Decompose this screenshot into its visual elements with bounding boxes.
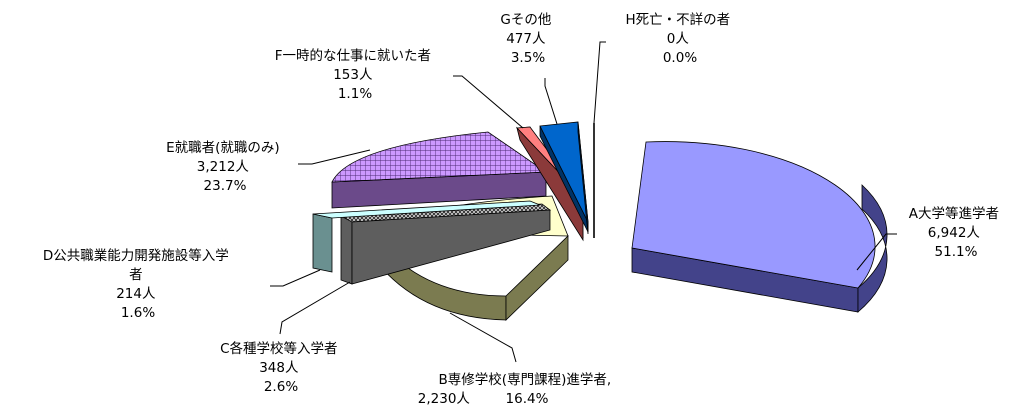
slice-g-front [577,121,589,235]
label-e-percent: 23.7% [204,178,247,194]
label-d-name-line2: 者 [129,267,143,283]
label-f-count: 153人 [333,67,373,83]
leader-f [453,75,524,129]
label-b-percent: 16.4% [506,391,549,407]
label-g-count: 477人 [506,31,546,47]
leader-g [544,78,558,125]
pie-slices [312,121,888,321]
label-c-name: C各種学校等入学者 [220,340,337,357]
label-d-count: 214人 [116,286,156,302]
label-c-count: 348人 [259,360,299,376]
slice-c-front [351,209,551,285]
label-b: B専修学校(専門課程)進学者, 2,230人 16.4% [418,371,616,407]
leader-lines [270,41,897,363]
slice-c-side [340,215,353,285]
slice-g [539,121,589,235]
label-d-percent: 1.6% [121,305,155,321]
leader-h [593,41,606,124]
slice-c [339,203,552,285]
label-g-name: Gその他 [500,12,551,28]
slice-b-side2 [505,235,569,321]
label-h-count: 0人 [667,31,690,47]
slice-d [312,200,541,273]
label-d: D公共職業能力開発施設等入学 者 214人 1.6% [43,247,233,321]
label-g: Gその他 477人 3.5% [500,12,555,66]
label-e-name: E就職者(就職のみ) [166,140,280,156]
label-a-name: A大学等進学者 [909,205,999,222]
label-c: C各種学校等入学者 348人 2.6% [220,340,342,395]
slice-a-top [631,141,876,289]
label-b-count: 2,230人 [418,391,471,407]
label-a-percent: 51.1% [935,244,978,260]
leader-b [449,312,517,363]
label-f-percent: 1.1% [338,86,372,102]
label-e-count: 3,212人 [197,159,250,175]
leader-d [270,269,321,287]
label-g-percent: 3.5% [511,50,545,66]
label-b-name: B専修学校(専門課程)進学者, [439,371,612,388]
label-f: F一時的な仕事に就いた者 153人 1.1% [275,48,436,102]
label-a: A大学等進学者 6,942人 51.1% [909,205,1004,260]
slice-e-top [331,131,548,183]
label-h-name: H死亡・不詳の者 [626,12,731,28]
leader-c [279,281,351,335]
leader-a [856,233,897,271]
slice-a [631,141,888,313]
label-d-name-line1: D公共職業能力開発施設等入学 [43,247,229,264]
slice-e [331,131,548,209]
leader-e [298,149,371,165]
label-c-percent: 2.6% [264,379,298,395]
slice-d-top [312,200,541,219]
slice-a-side-arc [857,184,888,313]
label-h-percent: 0.0% [663,50,697,66]
label-f-name: F一時的な仕事に就いた者 [275,48,431,64]
label-e: E就職者(就職のみ) 3,212人 23.7% [166,140,284,194]
slice-d-side [312,213,333,273]
data-labels: A大学等進学者 6,942人 51.1% B専修学校(専門課程)進学者, 2,2… [43,12,1004,407]
label-h: H死亡・不詳の者 0人 0.0% [626,12,735,66]
label-a-count: 6,942人 [928,225,981,241]
